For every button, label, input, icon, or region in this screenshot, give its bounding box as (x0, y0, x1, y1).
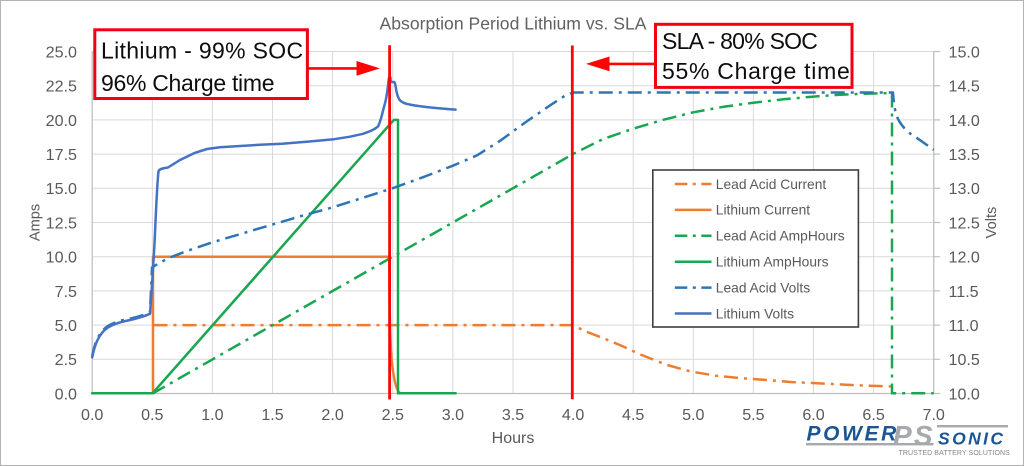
svg-text:0.5: 0.5 (141, 406, 163, 424)
svg-text:0.0: 0.0 (81, 406, 103, 424)
svg-text:12.5: 12.5 (46, 214, 77, 232)
svg-text:Absorption Period Lithium vs.: Absorption Period Lithium vs. SLA (380, 14, 647, 34)
svg-text:2.5: 2.5 (55, 351, 77, 369)
svg-text:10.0: 10.0 (46, 249, 77, 267)
svg-text:1.0: 1.0 (201, 406, 223, 424)
svg-text:5.0: 5.0 (55, 317, 77, 335)
svg-text:Lithium AmpHours: Lithium AmpHours (716, 255, 829, 270)
svg-text:Volts: Volts (984, 207, 1000, 239)
svg-text:13.0: 13.0 (949, 180, 980, 198)
svg-text:5.5: 5.5 (742, 406, 764, 424)
svg-text:96% Charge time: 96% Charge time (101, 70, 274, 96)
svg-text:7.0: 7.0 (923, 406, 945, 424)
svg-text:Lithium Volts: Lithium Volts (716, 306, 794, 321)
svg-text:14.0: 14.0 (949, 112, 980, 130)
svg-text:Lead Acid Volts: Lead Acid Volts (716, 280, 810, 295)
svg-text:3.0: 3.0 (442, 406, 464, 424)
svg-text:PS: PS (893, 420, 935, 451)
svg-text:10.5: 10.5 (949, 351, 980, 369)
svg-text:Lithium - 99% SOC: Lithium - 99% SOC (101, 37, 303, 63)
svg-text:Lead Acid Current: Lead Acid Current (716, 177, 827, 192)
svg-text:1.5: 1.5 (261, 406, 283, 424)
svg-text:6.0: 6.0 (802, 406, 824, 424)
svg-text:15.0: 15.0 (949, 43, 980, 61)
svg-text:0.0: 0.0 (55, 385, 77, 403)
svg-text:4.0: 4.0 (562, 406, 584, 424)
svg-text:2.5: 2.5 (382, 406, 404, 424)
svg-text:14.5: 14.5 (949, 78, 980, 96)
svg-text:Lead Acid AmpHours: Lead Acid AmpHours (716, 229, 845, 244)
svg-text:SLA - 80% SOC: SLA - 80% SOC (662, 28, 817, 54)
svg-text:Hours: Hours (492, 430, 535, 447)
svg-text:20.0: 20.0 (46, 112, 77, 130)
svg-text:2.0: 2.0 (321, 406, 343, 424)
svg-text:11.0: 11.0 (949, 317, 979, 335)
svg-text:12.0: 12.0 (949, 249, 980, 267)
svg-text:3.5: 3.5 (502, 406, 524, 424)
svg-text:Amps: Amps (28, 204, 44, 241)
svg-text:17.5: 17.5 (46, 146, 77, 164)
svg-text:7.5: 7.5 (55, 283, 77, 301)
svg-text:25.0: 25.0 (46, 43, 77, 61)
svg-text:SONIC: SONIC (938, 429, 1005, 449)
svg-text:55% Charge time: 55% Charge time (662, 58, 851, 84)
svg-text:15.0: 15.0 (46, 180, 77, 198)
svg-text:13.5: 13.5 (949, 146, 980, 164)
svg-text:10.0: 10.0 (949, 385, 980, 403)
svg-text:12.5: 12.5 (949, 214, 980, 232)
svg-text:5.0: 5.0 (682, 406, 704, 424)
svg-text:TRUSTED BATTERY SOLUTIONS: TRUSTED BATTERY SOLUTIONS (899, 450, 1011, 457)
svg-text:11.5: 11.5 (949, 283, 979, 301)
svg-text:4.5: 4.5 (622, 406, 644, 424)
svg-text:6.5: 6.5 (862, 406, 884, 424)
svg-text:POWER: POWER (807, 423, 899, 446)
svg-text:22.5: 22.5 (46, 78, 77, 96)
svg-text:Lithium Current: Lithium Current (716, 203, 810, 218)
